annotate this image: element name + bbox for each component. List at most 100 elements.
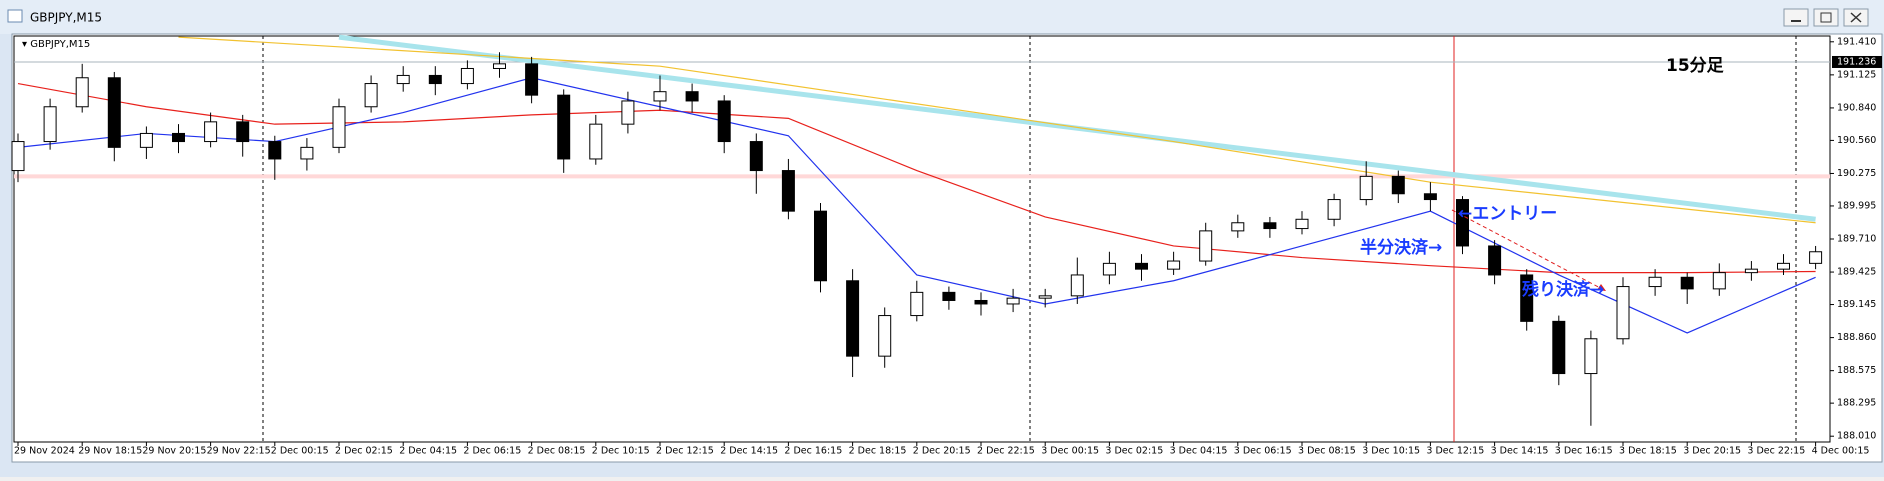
y-tick-label: 190.560 (1837, 135, 1876, 146)
candle-body (685, 91, 699, 102)
candle-body (1391, 175, 1405, 195)
candle-body (1744, 268, 1758, 274)
x-tick-label: 3 Dec 02:15 (1105, 446, 1163, 457)
y-tick-label: 191.410 (1837, 36, 1876, 47)
candle-body (364, 83, 378, 108)
x-tick-label: 2 Dec 22:15 (977, 446, 1035, 457)
window-title: GBPJPY,M15 (30, 11, 102, 25)
candle-body (1167, 260, 1181, 270)
candle-body (1006, 297, 1020, 305)
candle-body (1648, 276, 1662, 288)
x-tick-label: 2 Dec 04:15 (399, 446, 457, 457)
y-tick-label: 190.840 (1837, 102, 1876, 113)
candle-body (172, 132, 185, 143)
candle-body (236, 121, 250, 143)
candle-body (1263, 222, 1277, 230)
x-tick-label: 29 Nov 18:15 (78, 446, 142, 457)
x-tick-label: 4 Dec 00:15 (1812, 446, 1870, 457)
candle-body (1327, 199, 1341, 220)
x-tick-label: 2 Dec 18:15 (849, 446, 907, 457)
indicator-line (17, 82, 1816, 274)
candle-body (1488, 245, 1502, 276)
candle-body (139, 132, 153, 148)
candle-body (11, 141, 25, 172)
x-tick-label: 2 Dec 12:15 (656, 446, 714, 457)
x-tick-label: 2 Dec 08:15 (528, 446, 586, 457)
indicator-line (17, 77, 1816, 334)
x-tick-label: 2 Dec 16:15 (784, 446, 842, 457)
x-tick-label: 29 Nov 2024 (14, 446, 75, 457)
x-tick-label: 2 Dec 06:15 (463, 446, 521, 457)
candle-body (525, 63, 539, 96)
plot-area (13, 35, 1831, 443)
y-tick-label: 189.425 (1837, 267, 1876, 278)
candle-body (1520, 274, 1534, 322)
candle-body (781, 170, 795, 212)
candle-body (1456, 199, 1469, 247)
x-tick-label: 3 Dec 16:15 (1555, 446, 1613, 457)
x-tick-label: 3 Dec 22:15 (1747, 446, 1805, 457)
y-tick-label: 188.575 (1837, 365, 1876, 376)
y-tick-label: 188.295 (1837, 398, 1876, 409)
candle-body (43, 106, 57, 143)
minimize-button[interactable] (1783, 8, 1809, 27)
candle-body (1231, 222, 1245, 232)
x-tick-label: 29 Nov 22:15 (207, 446, 271, 457)
candle-body (1777, 262, 1790, 270)
x-tick-label: 3 Dec 14:15 (1491, 446, 1549, 457)
x-tick-label: 3 Dec 12:15 (1426, 446, 1484, 457)
x-tick-label: 2 Dec 14:15 (720, 446, 778, 457)
current-price-box (1832, 55, 1882, 68)
title-bar (0, 0, 1884, 34)
y-tick-label: 190.275 (1837, 168, 1876, 179)
candle-body (653, 91, 667, 102)
y-tick-label: 189.995 (1837, 200, 1876, 211)
x-tick-label: 2 Dec 10:15 (592, 446, 650, 457)
x-tick-label: 3 Dec 06:15 (1234, 446, 1292, 457)
annotation: 残り決済→ (1522, 279, 1604, 300)
candle-body (1359, 175, 1373, 201)
timeframe-note: 15分足 (1666, 56, 1724, 76)
candle-body (1423, 193, 1437, 201)
x-tick-label: 3 Dec 04:15 (1170, 446, 1228, 457)
candle-body (1102, 262, 1116, 276)
candle-body (1552, 320, 1566, 375)
candle-body (428, 74, 442, 85)
y-tick-label: 191.125 (1837, 69, 1876, 80)
x-tick-label: 2 Dec 00:15 (271, 446, 329, 457)
candle-body (107, 77, 121, 148)
y-tick-label: 189.145 (1837, 299, 1876, 310)
exit-arrow (1451, 209, 1607, 292)
candle-body (1295, 218, 1309, 230)
candle-body (332, 106, 346, 148)
candle-body (1038, 295, 1052, 299)
candle-body (942, 291, 956, 301)
arrow-head (1597, 284, 1606, 291)
candle-body (268, 141, 282, 160)
candle-body (1809, 251, 1823, 264)
candle-body (589, 123, 603, 160)
y-tick-label: 188.860 (1837, 332, 1876, 343)
candle-body (910, 291, 924, 317)
x-tick-label: 2 Dec 20:15 (913, 446, 971, 457)
x-tick-label: 3 Dec 18:15 (1619, 446, 1677, 457)
candle-body (749, 141, 763, 172)
y-tick-label: 188.010 (1837, 431, 1876, 442)
plot: 191.410 191.125 190.840 190.560 190.275 189.9… (11, 34, 1882, 457)
x-tick-label: 3 Dec 08:15 (1298, 446, 1356, 457)
indicator-line (338, 34, 1816, 222)
window-icon (7, 9, 23, 23)
candle-body (493, 63, 506, 69)
candle-body (878, 315, 892, 357)
window-buttons[interactable] (1783, 8, 1869, 27)
candle-body (1199, 230, 1213, 262)
candle-body (557, 94, 571, 160)
symbol-label: ▾ GBPJPY,M15 (22, 39, 90, 50)
candle-body (974, 299, 988, 305)
maximize-button[interactable] (1813, 8, 1839, 27)
candle-body (1680, 276, 1694, 290)
x-tick-label: 3 Dec 10:15 (1362, 446, 1420, 457)
candle-body (1070, 274, 1084, 297)
candle-body (204, 121, 218, 143)
